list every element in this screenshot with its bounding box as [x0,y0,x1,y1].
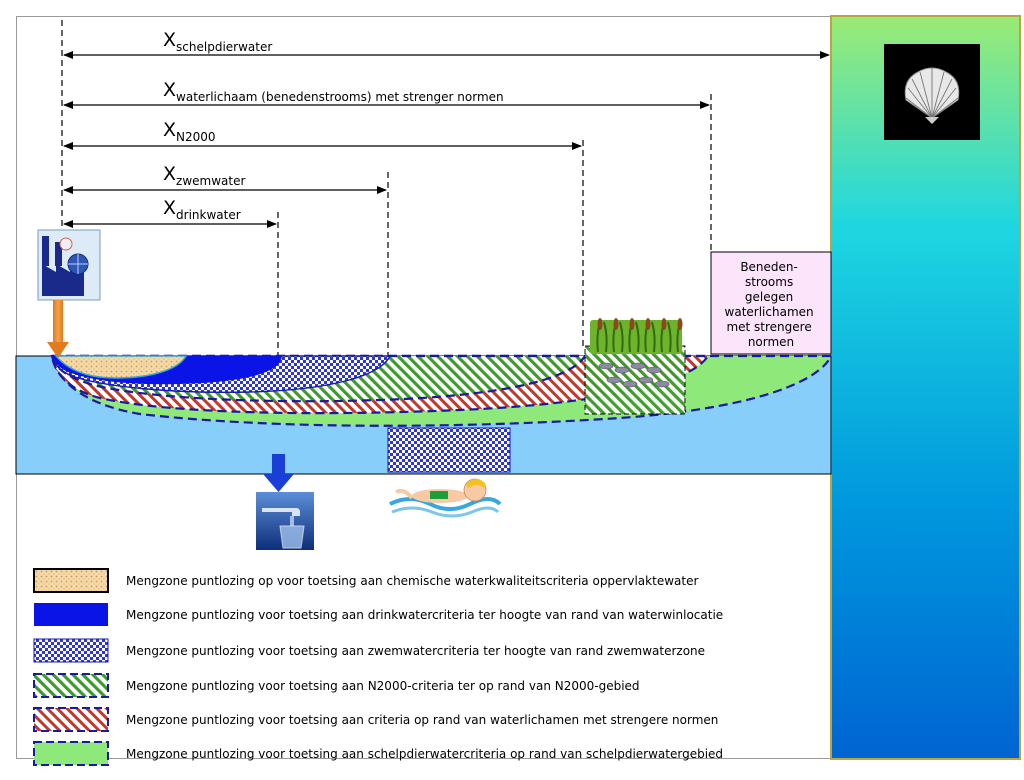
abstraction-arrow-icon [263,454,294,492]
chemical-mixing-zone [54,355,188,379]
reeds-icon [590,318,683,354]
tap-glass-icon [256,492,314,550]
legend-label-n2000: Mengzone puntlozing voor toetsing aan N2… [126,679,640,693]
fish-icon [598,362,670,388]
downstream-waterbodies-box: Beneden- strooms gelegen waterlichamen m… [710,251,832,355]
downstream-box-line: Beneden- [740,260,798,274]
downstream-box-line: normen [748,335,794,349]
downstream-box-line: strooms [745,275,793,289]
legend-swatch-shellfish [33,741,109,766]
n2000-area [584,345,686,415]
downstream-box-line: gelegen [745,290,793,304]
downstream-box-line: met strengere [726,320,811,334]
dim-label-schelpdierwater: Xschelpdierwater [163,29,272,54]
legend-label-shellfish: Mengzone puntlozing voor toetsing aan sc… [126,747,723,761]
downstream-box-line: waterlichamen [725,305,814,319]
legend-swatch-chemical [33,568,109,593]
legend-swatch-swimming [33,638,109,663]
discharge-arrow-icon [47,300,69,358]
dimension-arrows [63,51,830,228]
legend-label-chemical: Mengzone puntlozing op voor toetsing aan… [126,574,698,588]
swimming-area-box [387,427,511,473]
dim-label-n2000: XN2000 [163,119,216,144]
legend-label-drinking: Mengzone puntlozing voor toetsing aan dr… [126,608,723,622]
factory-icon [37,229,101,301]
shell-icon [884,44,980,140]
swimmer-icon [389,478,502,518]
legend-swatch-n2000 [33,673,109,698]
svg-text:Beneden- strooms g: Beneden- strooms gelegen waterlichamen m… [725,260,818,349]
dim-label-waterlichaam: Xwaterlichaam (benedenstrooms) met stren… [163,79,504,104]
dim-label-drinkwater: Xdrinkwater [163,197,241,222]
legend-label-swimming: Mengzone puntlozing voor toetsing aan zw… [126,644,705,658]
legend-swatch-drinking [34,603,108,626]
legend: Mengzone puntlozing op voor toetsing aan… [33,568,723,766]
legend-label-strict: Mengzone puntlozing voor toetsing aan cr… [126,713,718,727]
legend-swatch-strict [33,707,109,732]
dim-label-zwemwater: Xzwemwater [163,163,245,188]
